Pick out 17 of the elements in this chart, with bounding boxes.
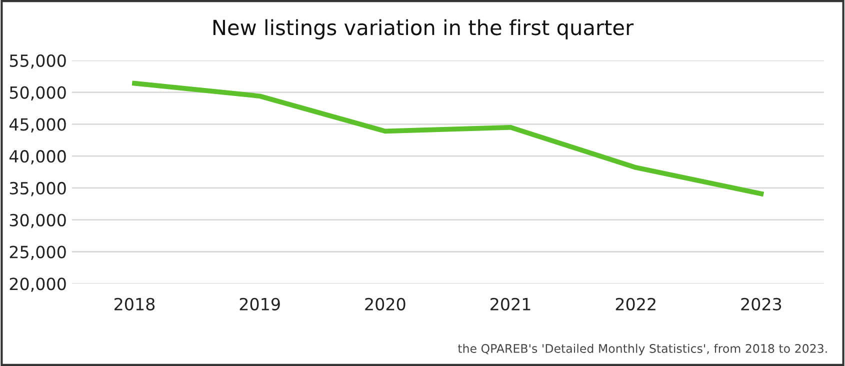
y-tick-label: 55,000 [10,54,66,69]
y-tick-label: 30,000 [10,214,66,228]
x-tick-label: 2018 [114,298,155,310]
y-tick-label: 50,000 [10,86,66,101]
y-tick-label: 25,000 [10,246,66,260]
text: the QPAREB's 'Detailed Monthly Statistics', from 2018 to 2023. [458,344,827,356]
line-series [132,80,764,196]
x-tick-label: 2021 [490,298,530,310]
y-tick-label: 45,000 [9,118,66,132]
x-tick-label: 2022 [616,298,656,310]
x-tick-label: 2020 [365,298,406,310]
y-tick-label: 40,000 [9,150,66,164]
x-tick-label: 2023 [741,298,782,310]
y-tick-label: 35,000 [10,182,66,196]
chart-title: New listings variation in the first quarter [213,19,634,40]
y-tick-label: 20,000 [10,278,66,292]
x-tick-label: 2019 [240,298,280,310]
